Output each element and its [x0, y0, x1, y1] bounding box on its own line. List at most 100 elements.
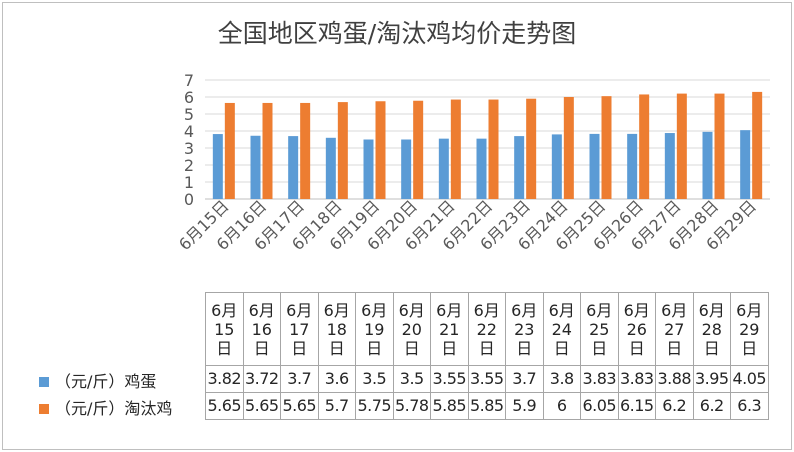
table-cell: 4.05 — [730, 365, 769, 393]
bar-eggs — [212, 134, 223, 199]
bar-hens — [450, 99, 461, 199]
table-header-cell: 6月 18 日 — [317, 292, 356, 366]
table-row-eggs: 3.82 3.72 3.7 3.6 3.5 3.5 3.55 3.55 3.7 3.8 3.83 3.… — [205, 365, 769, 393]
bar-hens — [563, 97, 574, 199]
table-cell: 6.2 — [692, 392, 731, 420]
bar-eggs — [664, 133, 675, 199]
table-header-cell: 6月 24 日 — [542, 292, 581, 366]
bar-eggs — [325, 137, 336, 199]
x-axis: 6月15日6月16日6月17日6月18日6月19日6月20日6月21日6月22日… — [175, 196, 760, 254]
y-tick-label: 6 — [184, 88, 194, 107]
y-tick-label: 2 — [184, 156, 194, 175]
grid-layer — [205, 79, 770, 200]
bar-hens — [262, 102, 273, 199]
bar-hens — [676, 93, 687, 199]
table-cell: 3.7 — [505, 365, 544, 393]
table-cell: 6.05 — [580, 392, 619, 420]
table-header-cell: 6月 17 日 — [280, 292, 319, 366]
table-header-cell: 6月 22 日 — [467, 292, 506, 366]
y-tick-label: 0 — [184, 190, 194, 209]
legend-key-eggs — [39, 376, 49, 387]
bar-hens — [337, 102, 348, 199]
bar-eggs — [702, 131, 713, 199]
bar-hens — [488, 99, 499, 199]
bar-layer — [212, 91, 763, 199]
bar-eggs — [363, 139, 374, 199]
table-cell: 6 — [542, 392, 581, 420]
table-header-cell: 6月 28 日 — [692, 292, 731, 366]
bar-eggs — [514, 136, 525, 199]
bar-eggs — [250, 135, 261, 199]
table-header-cell: 6月 26 日 — [617, 292, 656, 366]
table-cell: 6.3 — [730, 392, 769, 420]
y-tick-label: 1 — [184, 173, 194, 192]
legend-key-hens — [39, 403, 49, 414]
series-name-eggs: （元/斤）鸡蛋 — [55, 372, 157, 391]
table-header-cell: 6月 15 日 — [205, 292, 244, 366]
table-header-cell: 6月 29 日 — [730, 292, 769, 366]
series-name-hens: （元/斤）淘汰鸡 — [55, 399, 173, 418]
table-cell: 3.5 — [392, 365, 431, 393]
table-header-cell: 6月 23 日 — [505, 292, 544, 366]
table-cell: 3.6 — [317, 365, 356, 393]
table-cell: 5.85 — [467, 392, 506, 420]
chart-title: 全国地区鸡蛋/淘汰鸡均价走势图 — [217, 19, 577, 48]
table-cell: 3.7 — [280, 365, 319, 393]
table-cell: 3.72 — [242, 365, 281, 393]
bar-eggs — [438, 138, 449, 199]
bar-eggs — [627, 133, 638, 199]
table-cell: 3.55 — [430, 365, 469, 393]
bar-eggs — [401, 139, 412, 199]
table-cell: 5.85 — [430, 392, 469, 420]
y-tick-label: 3 — [184, 139, 194, 158]
legend-row-eggs: （元/斤）鸡蛋 — [33, 368, 205, 395]
bar-hens — [639, 94, 650, 199]
bar-eggs — [740, 130, 751, 199]
table-cell: 5.65 — [280, 392, 319, 420]
bar-eggs — [551, 134, 562, 199]
table-cell: 5.75 — [355, 392, 394, 420]
table-header-cell: 6月 21 日 — [430, 292, 469, 366]
data-table: 6月 15 日 6月 16 日 6月 17 日 6月 18 日 6月 19 日 6月 20 日 6月 21 日 6月 22 日… — [205, 292, 769, 420]
table-cell: 5.65 — [205, 392, 244, 420]
bar-eggs — [288, 136, 299, 199]
y-tick-label: 5 — [184, 105, 194, 124]
table-cell: 3.83 — [580, 365, 619, 393]
bar-hens — [413, 100, 424, 199]
bar-hens — [224, 102, 235, 199]
y-tick-label: 4 — [184, 122, 194, 141]
bar-hens — [526, 98, 537, 199]
table-cell: 3.5 — [355, 365, 394, 393]
table-header-cell: 6月 25 日 — [580, 292, 619, 366]
bar-hens — [752, 91, 763, 199]
table-header-row: 6月 15 日 6月 16 日 6月 17 日 6月 18 日 6月 19 日 6月 20 日 6月 21 日 6月 22 日… — [205, 292, 769, 366]
table-cell: 5.78 — [392, 392, 431, 420]
bar-eggs — [476, 138, 487, 199]
table-cell: 3.83 — [617, 365, 656, 393]
bar-hens — [714, 93, 725, 199]
y-tick-label: 7 — [184, 71, 194, 90]
table-header-cell: 6月 27 日 — [655, 292, 694, 366]
bar-hens — [300, 102, 311, 199]
table-cell: 5.65 — [242, 392, 281, 420]
table-header-cell: 6月 20 日 — [392, 292, 431, 366]
table-cell: 3.82 — [205, 365, 244, 393]
table-cell: 3.8 — [542, 365, 581, 393]
table-cell: 5.7 — [317, 392, 356, 420]
table-cell: 5.9 — [505, 392, 544, 420]
table-cell: 3.55 — [467, 365, 506, 393]
table-row-hens: 5.65 5.65 5.65 5.7 5.75 5.78 5.85 5.85 5.9 6 6.05 6… — [205, 392, 769, 420]
row-labels: （元/斤）鸡蛋 （元/斤）淘汰鸡 — [33, 368, 205, 422]
bar-eggs — [589, 133, 600, 199]
table-cell: 3.95 — [692, 365, 731, 393]
table-cell: 3.88 — [655, 365, 694, 393]
table-cell: 6.2 — [655, 392, 694, 420]
table-header-cell: 6月 19 日 — [355, 292, 394, 366]
bar-hens — [375, 101, 386, 199]
legend-row-hens: （元/斤）淘汰鸡 — [33, 395, 205, 422]
table-header-cell: 6月 16 日 — [242, 292, 281, 366]
table-cell: 6.15 — [617, 392, 656, 420]
bar-hens — [601, 96, 612, 199]
